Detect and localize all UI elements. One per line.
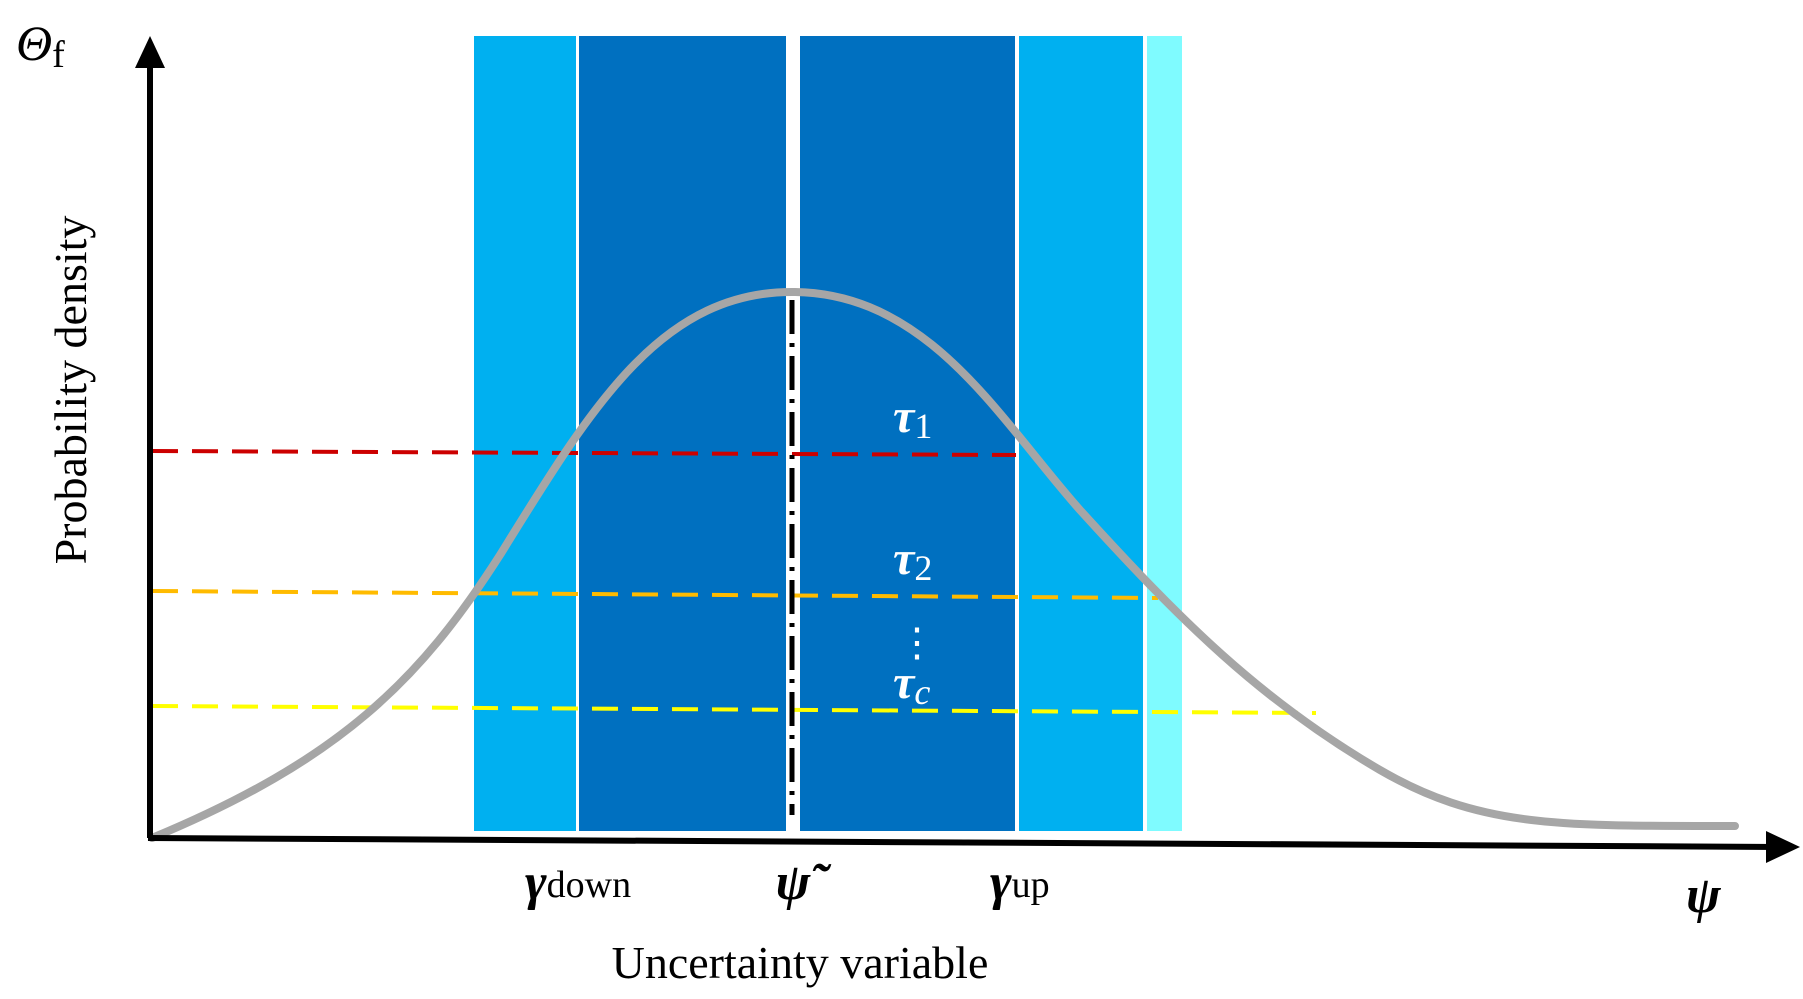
tau-ellipsis: ⋮	[897, 620, 937, 665]
tau-2-subscript: 2	[914, 548, 932, 588]
tau-2-symbol: τ	[893, 532, 916, 585]
gamma-down-subscript: down	[547, 864, 631, 906]
y-axis-symbol-subscript: f	[52, 34, 65, 76]
x-axis-arrowhead	[1766, 831, 1800, 863]
band-extended-right	[1147, 36, 1182, 831]
band-inner-right	[800, 36, 1015, 831]
x-axis-title: Uncertainty variable	[612, 937, 989, 988]
y-axis-symbol-label: Θf	[16, 15, 65, 76]
y-axis-arrowhead	[135, 36, 165, 68]
y-axis-symbol: Θ	[16, 15, 52, 71]
gamma-up-symbol: γ	[990, 854, 1012, 911]
tau-1-symbol: τ	[893, 390, 916, 443]
y-axis-title: Probability density	[45, 216, 96, 565]
probability-density-curve	[148, 287, 1739, 842]
tau-c-symbol: τ	[893, 656, 916, 709]
psi-tilde-label: ψ̃	[776, 854, 832, 911]
gamma-up-subscript: up	[1012, 864, 1050, 906]
tau-c-subscript: c	[914, 672, 930, 712]
axes	[135, 36, 1800, 863]
band-inner-left	[579, 36, 786, 831]
gamma-down-label: γdown	[525, 854, 631, 911]
gamma-down-symbol: γ	[525, 854, 547, 911]
tau-c-label: τc	[893, 656, 930, 712]
interval-bands	[474, 36, 1182, 831]
x-axis-line	[147, 835, 1781, 850]
threshold-line-tau-2	[151, 589, 1159, 600]
gamma-up-label: γup	[990, 854, 1050, 911]
tau-1-label: τ1	[893, 390, 932, 446]
threshold-line-tau-1	[151, 449, 1017, 457]
threshold-lines	[151, 449, 1317, 715]
band-outer-left	[474, 36, 576, 831]
tau-2-label: τ2	[893, 532, 932, 588]
x-axis-symbol: ψ	[1686, 867, 1722, 924]
band-outer-right	[1019, 36, 1143, 831]
tau-1-subscript: 1	[914, 406, 932, 446]
threshold-line-tau-c	[151, 704, 1317, 715]
